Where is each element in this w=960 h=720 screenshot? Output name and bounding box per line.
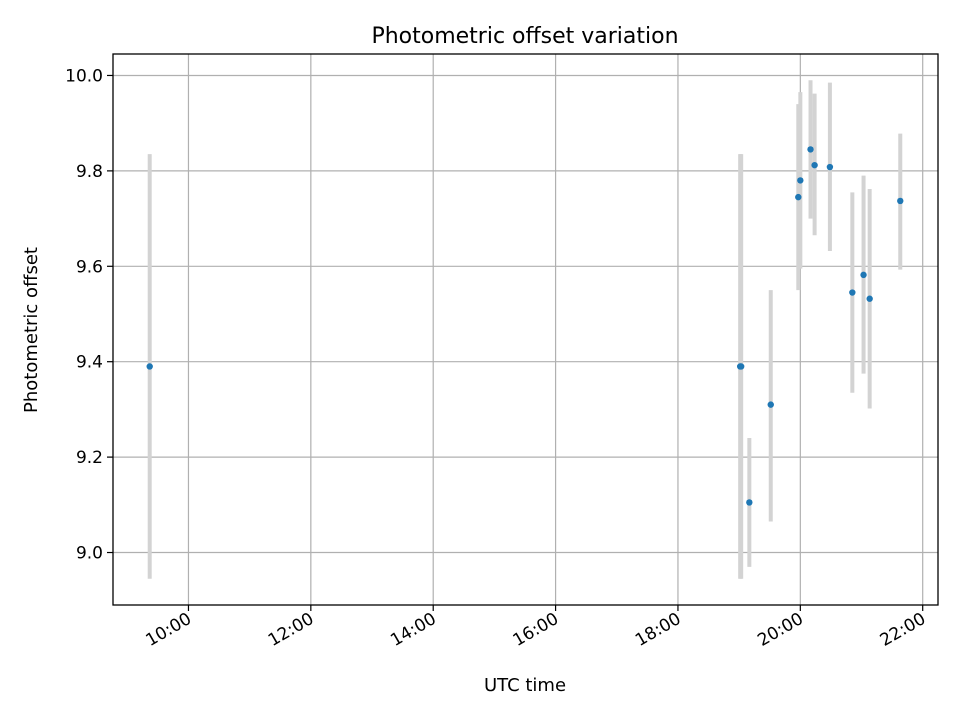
y-axis-label: Photometric offset xyxy=(21,247,42,413)
plot-frame xyxy=(112,53,939,606)
data-point xyxy=(811,161,818,169)
y-tick-label: 9.8 xyxy=(76,162,103,182)
data-point xyxy=(795,193,802,201)
data-point xyxy=(860,271,867,279)
x-tick-label: 16:00 xyxy=(510,609,562,651)
x-tick-label: 22:00 xyxy=(877,609,929,651)
data-point xyxy=(807,146,814,153)
data-point xyxy=(797,177,804,184)
y-tick-label: 10.0 xyxy=(65,66,103,86)
data-point xyxy=(849,289,856,296)
x-tick-label: 14:00 xyxy=(387,609,439,651)
y-tick-label: 9.2 xyxy=(76,448,103,468)
x-axis-label: UTC time xyxy=(484,675,566,696)
data-point xyxy=(767,401,774,408)
x-tick-label: 18:00 xyxy=(632,609,684,651)
x-tick-label: 10:00 xyxy=(143,609,195,651)
chart-title: Photometric offset variation xyxy=(371,24,678,49)
y-tick-label: 9.0 xyxy=(76,544,103,564)
x-axis-ticks: 10:00 12:00 14:00 16:00 18:00 20:00 22:00 xyxy=(143,605,929,651)
x-tick-label: 12:00 xyxy=(265,609,317,651)
data-point xyxy=(146,363,153,370)
y-tick-label: 9.4 xyxy=(76,353,103,373)
x-tick-label: 20:00 xyxy=(754,609,806,651)
data-points xyxy=(146,146,904,506)
data-point xyxy=(746,499,753,506)
data-point xyxy=(826,163,834,171)
data-point xyxy=(897,197,904,205)
error-bars xyxy=(147,80,903,579)
data-point xyxy=(866,295,873,302)
y-tick-label: 9.6 xyxy=(76,257,103,277)
data-point xyxy=(737,363,745,370)
y-axis-ticks: 9.0 9.2 9.4 9.6 9.8 10.0 xyxy=(65,66,113,564)
